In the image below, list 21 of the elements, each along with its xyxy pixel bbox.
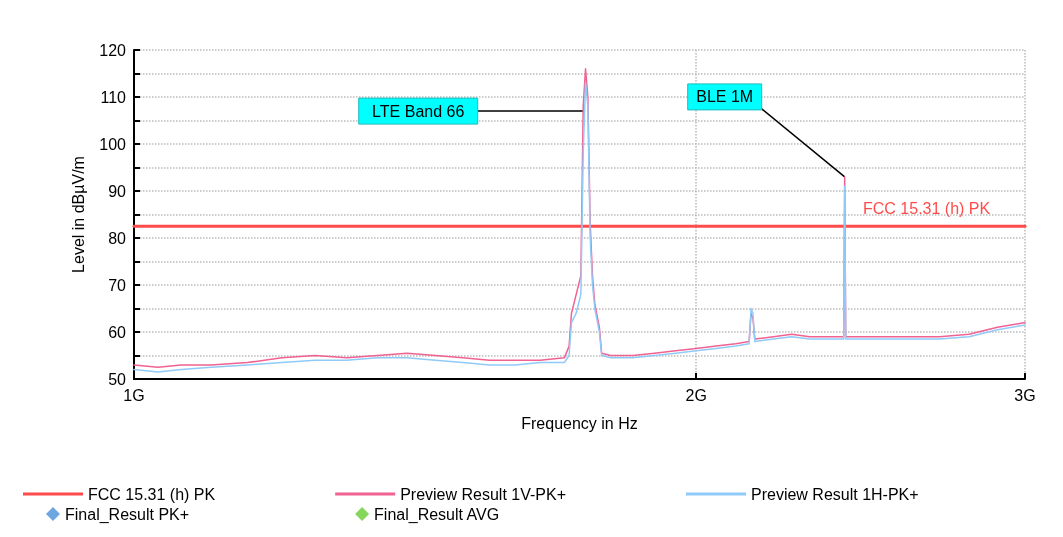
legend-label: Preview Result 1H-PK+ (751, 485, 919, 503)
x-tick-label: 1G (123, 386, 145, 404)
annotation: LTE Band 66 (372, 102, 465, 120)
legend-label: Preview Result 1V-PK+ (400, 485, 567, 503)
text: FCC 15.31 (h) PK (863, 199, 991, 217)
y-tick-label: 110 (100, 88, 127, 106)
legend-label: Final_Result PK+ (65, 505, 190, 524)
legend-label: Final_Result AVG (374, 505, 500, 524)
y-axis-title: Level in dBµV/m (69, 156, 87, 273)
x-tick-label: 3G (1014, 386, 1036, 404)
y-tick-label: 120 (99, 41, 127, 59)
legend-label: FCC 15.31 (h) PK (88, 485, 216, 503)
y-tick-label: 50 (108, 370, 127, 388)
annotation: BLE 1M (696, 88, 754, 106)
y-tick-label: 80 (108, 229, 127, 247)
x-axis-title: Frequency in Hz (521, 414, 638, 432)
y-tick-label: 70 (108, 276, 127, 294)
y-tick-label: 100 (99, 135, 127, 153)
y-tick-label: 60 (108, 323, 127, 341)
x-tick-label: 2G (685, 386, 707, 404)
y-tick-label: 90 (108, 182, 127, 200)
